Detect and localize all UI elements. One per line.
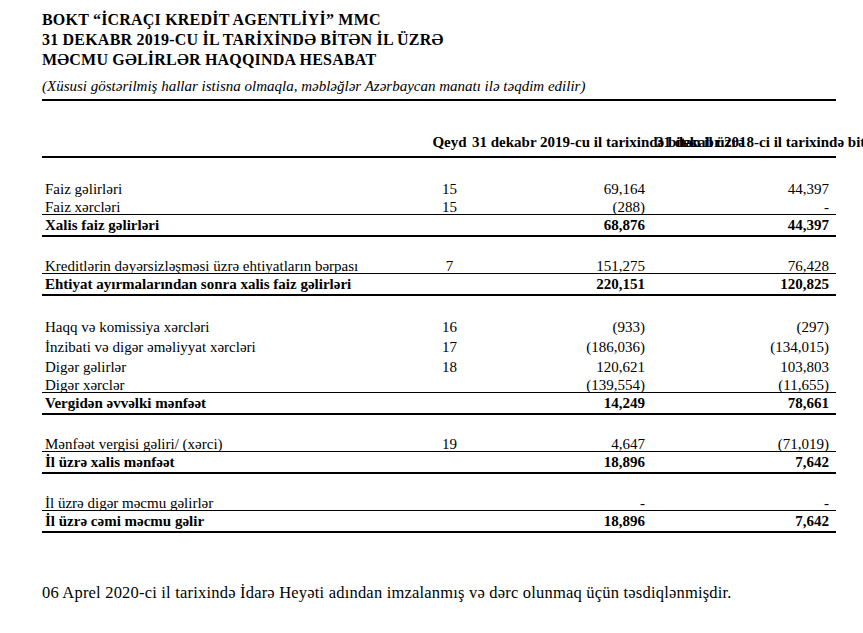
table-header: Qeyd 31 dekabr 2019-cu il tarixində bitə…	[42, 112, 836, 158]
row-spacer	[42, 296, 836, 317]
row-label: Kreditlərin dəyərsizləşməsi üzrə ehtiyat…	[42, 258, 427, 274]
row-value-2019: (288)	[472, 199, 650, 215]
row-value-2018: 44,397	[650, 217, 836, 233]
table-row: Xalis faiz gəlirləri 68,87644,397	[42, 215, 836, 237]
row-value-2019: 18,896	[472, 513, 650, 529]
row-spacer	[42, 158, 836, 179]
row-value-2018: 103,803	[650, 359, 836, 375]
table-row: Haqq və komissiya xərcləri16(933)(297)	[42, 317, 836, 337]
table-row: Digər gəlirlər18120,621103,803	[42, 357, 836, 377]
row-label: Xalis faiz gəlirləri	[42, 217, 427, 233]
row-value-2018: 120,825	[650, 276, 836, 292]
row-note: 18	[427, 359, 472, 375]
column-header-note: Qeyd	[427, 133, 472, 152]
row-label: İl üzrə digər məcmu gəlirlər	[42, 495, 427, 511]
row-label: Mənfəət vergisi gəliri/ (xərci)	[42, 436, 427, 452]
row-value-2018: (71,019)	[650, 436, 836, 452]
currency-note: (Xüsusi göstərilmiş hallar istisna olmaq…	[42, 77, 836, 95]
row-value-2018: -	[650, 199, 836, 215]
row-spacer	[42, 237, 836, 258]
approval-note: 06 Aprel 2020-ci il tarixində İdarə Heyə…	[42, 583, 732, 603]
row-value-2019: -	[472, 495, 650, 511]
table-row: Faiz gəlirləri1569,16444,397	[42, 179, 836, 199]
row-spacer	[42, 415, 836, 436]
table-row: Ehtiyat ayırmalarından sonra xalis faiz …	[42, 274, 836, 296]
row-label: Faiz xərcləri	[42, 199, 427, 215]
period-title: 31 DEKABR 2019-CU İL TARİXİNDƏ BİTƏN İL …	[42, 30, 836, 50]
row-spacer	[42, 474, 836, 495]
row-value-2018: -	[650, 495, 836, 511]
row-value-2019: 120,621	[472, 359, 650, 375]
row-value-2019: 69,164	[472, 181, 650, 197]
row-value-2019: 18,896	[472, 454, 650, 470]
row-note: 7	[427, 258, 472, 274]
header-divider	[42, 99, 836, 101]
row-label: Vergidən əvvəlki mənfəət	[42, 395, 427, 411]
row-value-2019: (186,036)	[472, 339, 650, 355]
table-row: İl üzrə xalis mənfəət 18,8967,642	[42, 452, 836, 474]
row-value-2018: 76,428	[650, 258, 836, 274]
row-value-2018: (11,655)	[650, 377, 836, 393]
row-label: Faiz gəlirləri	[42, 181, 427, 197]
row-note: 15	[427, 199, 472, 215]
row-label: İl üzrə xalis mənfəət	[42, 454, 427, 470]
column-header-2018: 31 dekabr 2018-ci il tarixində bitən il …	[650, 133, 836, 152]
table-row: İl üzrə cəmi məcmu gəlir 18,8967,642	[42, 511, 836, 533]
table-body: Faiz gəlirləri1569,16444,397Faiz xərclər…	[42, 158, 836, 533]
statement-title: MƏCMU GƏLİRLƏR HAQQINDA HESABAT	[42, 50, 836, 70]
row-label: Digər xərclər	[42, 377, 427, 393]
row-value-2019: 68,876	[472, 217, 650, 233]
row-value-2018: 44,397	[650, 181, 836, 197]
row-value-2018: (297)	[650, 319, 836, 335]
row-label: Ehtiyat ayırmalarından sonra xalis faiz …	[42, 276, 427, 292]
row-value-2018: (134,015)	[650, 339, 836, 355]
row-label: İl üzrə cəmi məcmu gəlir	[42, 513, 427, 529]
document-page: BOKT “İCRAÇI KREDİT AGENTLİYİ” MMC 31 DE…	[0, 0, 863, 633]
row-value-2019: 4,647	[472, 436, 650, 452]
row-note: 15	[427, 181, 472, 197]
row-value-2019: (933)	[472, 319, 650, 335]
table-row: İl üzrə digər məcmu gəlirlər --	[42, 495, 836, 511]
row-label: İnzibati və digər əməliyyat xərcləri	[42, 339, 427, 355]
row-label: Haqq və komissiya xərcləri	[42, 319, 427, 335]
table-row: Mənfəət vergisi gəliri/ (xərci)194,647(7…	[42, 436, 836, 452]
row-note: 19	[427, 436, 472, 452]
table-row: Kreditlərin dəyərsizləşməsi üzrə ehtiyat…	[42, 258, 836, 274]
table-row: Faiz xərcləri15(288)-	[42, 199, 836, 215]
row-value-2018: 78,661	[650, 395, 836, 411]
row-value-2019: (139,554)	[472, 377, 650, 393]
table-row: İnzibati və digər əməliyyat xərcləri17(1…	[42, 337, 836, 357]
row-value-2019: 14,249	[472, 395, 650, 411]
column-header-2019: 31 dekabr 2019-cu il tarixində bitən il …	[472, 133, 650, 152]
row-value-2019: 151,275	[472, 258, 650, 274]
document-header: BOKT “İCRAÇI KREDİT AGENTLİYİ” MMC 31 DE…	[42, 10, 836, 95]
row-value-2019: 220,151	[472, 276, 650, 292]
row-label: Digər gəlirlər	[42, 359, 427, 375]
company-name: BOKT “İCRAÇI KREDİT AGENTLİYİ” MMC	[42, 10, 836, 30]
table-row: Digər xərclər (139,554)(11,655)	[42, 377, 836, 393]
row-note: 16	[427, 319, 472, 335]
table-row: Vergidən əvvəlki mənfəət 14,24978,661	[42, 393, 836, 415]
row-value-2018: 7,642	[650, 454, 836, 470]
row-value-2018: 7,642	[650, 513, 836, 529]
row-note: 17	[427, 339, 472, 355]
